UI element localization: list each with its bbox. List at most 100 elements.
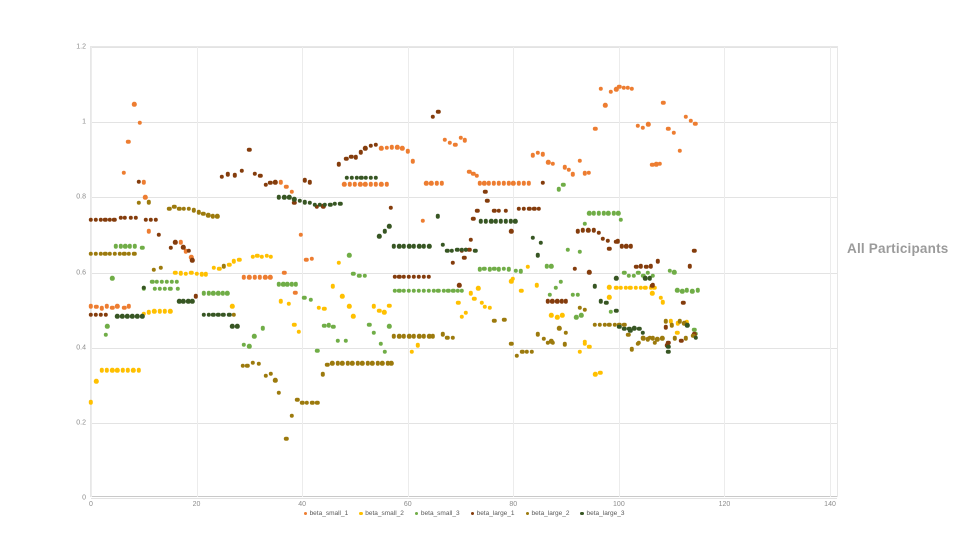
data-point-beta_small_2 xyxy=(230,304,235,309)
data-point-beta_large_3 xyxy=(397,243,402,249)
data-point-beta_small_1 xyxy=(526,181,531,186)
x-tick-label: 20 xyxy=(192,501,201,508)
data-point-beta_large_2 xyxy=(103,251,108,256)
legend-item-beta_small_2[interactable]: beta_small_2 xyxy=(359,510,404,517)
data-point-beta_small_3 xyxy=(154,279,160,284)
data-point-beta_large_3 xyxy=(307,200,312,206)
data-point-beta_large_1 xyxy=(98,312,104,317)
data-point-beta_large_2 xyxy=(360,361,365,366)
data-point-beta_large_1 xyxy=(615,239,621,244)
data-point-beta_small_1 xyxy=(598,86,604,91)
data-point-beta_small_1 xyxy=(298,232,303,238)
x-tick-label: 40 xyxy=(298,501,307,508)
chart-side-title: All Participants xyxy=(847,241,949,256)
data-point-beta_large_3 xyxy=(643,275,648,281)
data-point-beta_small_2 xyxy=(377,308,382,314)
data-point-beta_large_2 xyxy=(502,317,507,323)
data-point-beta_large_2 xyxy=(417,334,422,339)
data-point-beta_large_1 xyxy=(252,171,257,176)
data-point-beta_large_1 xyxy=(687,263,692,269)
data-point-beta_large_3 xyxy=(119,314,125,319)
data-point-beta_small_1 xyxy=(358,181,363,187)
data-point-beta_small_3 xyxy=(382,349,388,354)
data-point-beta_small_3 xyxy=(487,267,492,272)
data-point-beta_small_3 xyxy=(553,285,558,290)
gridline-y xyxy=(91,498,837,499)
data-point-beta_small_2 xyxy=(237,257,242,262)
data-point-beta_small_3 xyxy=(601,210,606,216)
legend-item-beta_large_3[interactable]: beta_large_3 xyxy=(580,510,624,517)
data-point-beta_small_2 xyxy=(157,309,162,314)
data-point-beta_small_2 xyxy=(487,305,492,311)
data-point-beta_small_1 xyxy=(304,257,309,262)
data-point-beta_small_3 xyxy=(220,290,226,296)
data-point-beta_small_3 xyxy=(591,210,597,216)
data-point-beta_large_1 xyxy=(273,180,278,185)
data-point-beta_small_3 xyxy=(695,287,700,293)
data-point-beta_small_3 xyxy=(561,182,566,188)
data-point-beta_small_3 xyxy=(211,290,216,296)
data-point-beta_large_1 xyxy=(239,168,245,173)
data-point-beta_small_3 xyxy=(175,286,180,292)
data-point-beta_large_3 xyxy=(391,243,397,249)
data-point-beta_large_3 xyxy=(513,219,518,224)
data-point-beta_small_1 xyxy=(247,275,252,280)
data-point-beta_small_1 xyxy=(671,130,676,135)
data-point-beta_large_1 xyxy=(93,312,98,317)
legend-item-beta_small_3[interactable]: beta_small_3 xyxy=(414,510,460,517)
data-point-beta_small_2 xyxy=(476,286,481,291)
data-point-beta_large_2 xyxy=(375,361,380,366)
data-point-beta_small_3 xyxy=(159,279,164,284)
data-point-beta_large_2 xyxy=(607,322,612,327)
legend-swatch-icon xyxy=(303,511,308,516)
data-point-beta_small_2 xyxy=(173,270,178,275)
data-point-beta_small_3 xyxy=(150,279,155,284)
data-point-beta_large_3 xyxy=(614,308,619,314)
data-point-beta_large_3 xyxy=(276,195,282,200)
data-point-beta_large_2 xyxy=(582,307,587,312)
data-point-beta_large_3 xyxy=(354,175,359,180)
data-point-beta_small_2 xyxy=(259,254,265,260)
data-point-beta_large_1 xyxy=(587,269,592,275)
data-point-beta_small_2 xyxy=(322,306,327,311)
legend-item-beta_small_1[interactable]: beta_small_1 xyxy=(303,510,348,517)
data-point-beta_small_2 xyxy=(534,283,539,288)
data-point-beta_large_2 xyxy=(98,251,103,256)
data-point-beta_small_2 xyxy=(607,284,612,290)
data-point-beta_large_3 xyxy=(473,248,478,253)
data-point-beta_small_3 xyxy=(518,269,523,274)
data-point-beta_small_2 xyxy=(371,304,377,309)
data-point-beta_small_2 xyxy=(587,344,592,350)
data-point-beta_small_3 xyxy=(123,243,128,249)
data-point-beta_small_1 xyxy=(434,181,439,186)
data-point-beta_large_2 xyxy=(612,322,617,327)
data-point-beta_small_3 xyxy=(326,322,332,328)
data-point-beta_small_1 xyxy=(640,125,645,130)
gridline-x xyxy=(91,47,92,497)
data-point-beta_large_3 xyxy=(631,325,637,331)
data-point-beta_large_1 xyxy=(128,215,133,221)
data-point-beta_large_3 xyxy=(327,202,333,208)
data-point-beta_large_3 xyxy=(478,219,484,224)
data-point-beta_large_2 xyxy=(309,400,315,406)
data-point-beta_large_1 xyxy=(122,215,127,221)
data-point-beta_large_3 xyxy=(115,314,120,319)
data-point-beta_large_1 xyxy=(314,204,320,209)
data-point-beta_large_2 xyxy=(683,336,689,341)
data-point-beta_small_2 xyxy=(560,313,565,318)
data-point-beta_small_2 xyxy=(482,304,487,310)
data-point-beta_large_1 xyxy=(485,198,490,203)
data-point-beta_large_1 xyxy=(392,274,397,280)
data-point-beta_small_1 xyxy=(347,181,352,187)
data-point-beta_large_1 xyxy=(103,217,108,223)
data-point-beta_large_3 xyxy=(302,200,307,205)
data-point-beta_small_2 xyxy=(463,310,468,316)
data-point-beta_small_2 xyxy=(684,319,690,325)
data-point-beta_small_3 xyxy=(411,288,417,293)
legend-item-beta_large_2[interactable]: beta_large_2 xyxy=(525,510,569,517)
legend-item-beta_large_1[interactable]: beta_large_1 xyxy=(470,510,515,517)
data-point-beta_small_1 xyxy=(268,275,273,280)
y-tick-label: 0.2 xyxy=(76,419,86,427)
data-point-beta_large_2 xyxy=(214,213,220,219)
data-point-beta_large_3 xyxy=(382,228,388,234)
